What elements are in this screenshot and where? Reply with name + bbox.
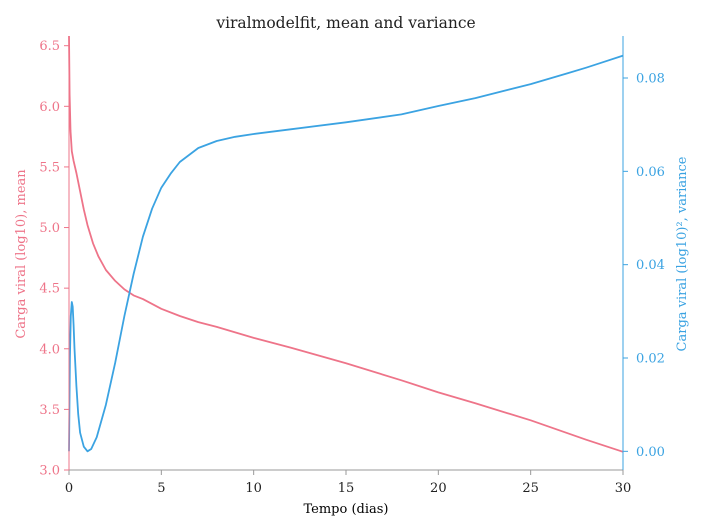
series-layer xyxy=(68,35,624,453)
right-y-tick-label: 0.04 xyxy=(636,258,665,273)
left-y-axis-label: Carga viral (log10), mean xyxy=(14,169,29,339)
chart-title: viralmodelfit, mean and variance xyxy=(215,14,475,32)
right-y-tick-label: 0.02 xyxy=(636,352,665,367)
right-y-tick-label: 0.00 xyxy=(636,445,665,460)
left-y-tick-label: 3.5 xyxy=(39,403,60,418)
x-tick-label: 5 xyxy=(157,481,165,496)
right-y-tick-label: 0.08 xyxy=(636,72,665,87)
x-tick-label: 25 xyxy=(522,481,539,496)
left-y-tick-label: 4.5 xyxy=(39,282,60,297)
left-y-tick-label: 5.0 xyxy=(39,221,60,236)
axes-layer: 0 5 10 15 20 25 30 3.0 3.5 4.0 4.5 5.0 5.5 6.0 6.5 0.00… xyxy=(39,36,665,496)
left-y-tick-label: 4.0 xyxy=(39,342,60,357)
right-y-tick-label: 0.06 xyxy=(636,165,665,180)
left-y-tick-label: 6.0 xyxy=(39,100,60,115)
x-tick-label: 15 xyxy=(338,481,355,496)
left-y-tick-label: 3.0 xyxy=(39,464,60,479)
x-axis-label: Tempo (dias) xyxy=(303,502,388,517)
x-tick-label: 20 xyxy=(430,481,447,496)
left-y-tick-label: 5.5 xyxy=(39,160,60,175)
x-tick-label: 30 xyxy=(615,481,632,496)
x-tick-label: 10 xyxy=(245,481,262,496)
variance-series-line xyxy=(68,54,624,453)
right-y-axis-label: Carga viral (log10)², variance xyxy=(675,156,690,351)
mean-series-line xyxy=(68,35,624,453)
x-tick-label: 0 xyxy=(65,481,73,496)
left-y-tick-label: 6.5 xyxy=(39,39,60,54)
